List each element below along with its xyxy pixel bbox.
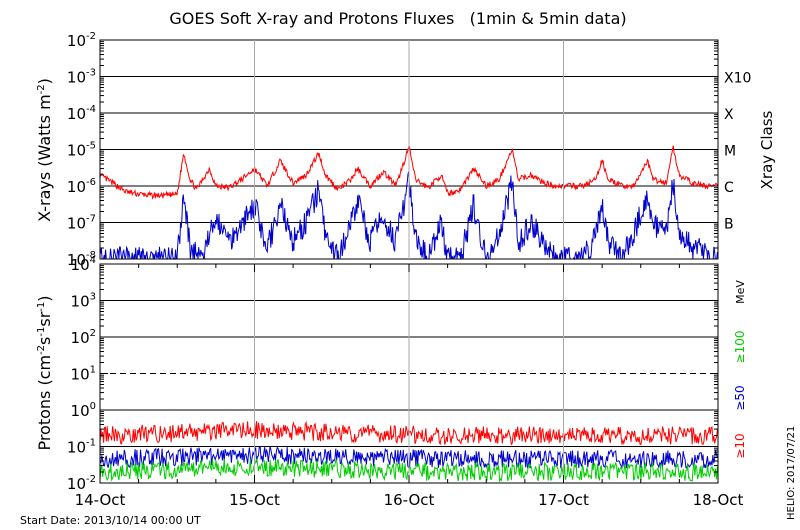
x-tick-label: 16-Oct xyxy=(384,491,435,509)
legend-ge10: ≥10 xyxy=(733,433,747,458)
y-tick-label: 10-8 xyxy=(67,250,96,269)
legend-ge100: ≥100 xyxy=(733,331,747,364)
xray-class-label: M xyxy=(724,144,736,160)
legend-ge50: ≥50 xyxy=(733,385,747,410)
proton-panel: 104 103 102 101 100 10-1 10-2 Protons (cm-2s-1… xyxy=(35,255,747,493)
x-tick-label: 14-Oct xyxy=(75,491,126,509)
xray-y-axis-label: X-rays (Watts m-2) xyxy=(35,78,54,222)
xray-y-ticks: 10-2 10-3 10-4 10-5 10-6 10-7 10-8 xyxy=(67,31,718,269)
x-tick-label: 17-Oct xyxy=(538,491,589,509)
y-tick-label: 104 xyxy=(71,255,96,274)
proton-y-ticks: 104 103 102 101 100 10-1 10-2 xyxy=(67,255,718,493)
y-tick-label: 10-3 xyxy=(67,68,96,87)
y-tick-label: 10-6 xyxy=(67,177,96,196)
xray-class-ticks: X10 X M C B xyxy=(724,71,751,233)
xray-class-axis-label: Xray Class xyxy=(758,110,776,189)
proton-y-axis-label: Protons (cm-2s-1sr-1) xyxy=(35,295,54,450)
y-tick-label: 10-5 xyxy=(67,141,96,160)
y-tick-label: 103 xyxy=(71,292,96,311)
time-axis: 14-Oct 15-Oct 16-Oct 17-Oct 18-Oct xyxy=(75,40,744,509)
credit-label: HELIO: 2017/07/21 xyxy=(786,426,797,520)
x-tick-label: 18-Oct xyxy=(693,491,744,509)
y-tick-label: 100 xyxy=(71,401,96,420)
y-tick-label: 102 xyxy=(71,328,96,347)
xray-class-label: C xyxy=(724,180,734,196)
y-tick-label: 10-1 xyxy=(67,438,96,457)
y-tick-label: 101 xyxy=(71,365,96,384)
xray-class-label: X10 xyxy=(724,71,751,87)
xray-class-label: X xyxy=(724,107,734,123)
x-tick-label: 15-Oct xyxy=(229,491,280,509)
xray-class-label: B xyxy=(724,217,734,233)
start-date-label: Start Date: 2013/10/14 00:00 UT xyxy=(20,514,201,527)
y-tick-label: 10-2 xyxy=(67,31,96,50)
proton-unit-label: MeV xyxy=(734,280,747,304)
y-tick-label: 10-4 xyxy=(67,104,96,123)
xray-panel: 10-2 10-3 10-4 10-5 10-6 10-7 10-8 X10 X M C B X-r… xyxy=(35,31,776,269)
y-tick-label: 10-7 xyxy=(67,214,96,233)
y-tick-label: 10-2 xyxy=(67,474,96,493)
chart-title: GOES Soft X-ray and Protons Fluxes (1min… xyxy=(169,9,626,28)
